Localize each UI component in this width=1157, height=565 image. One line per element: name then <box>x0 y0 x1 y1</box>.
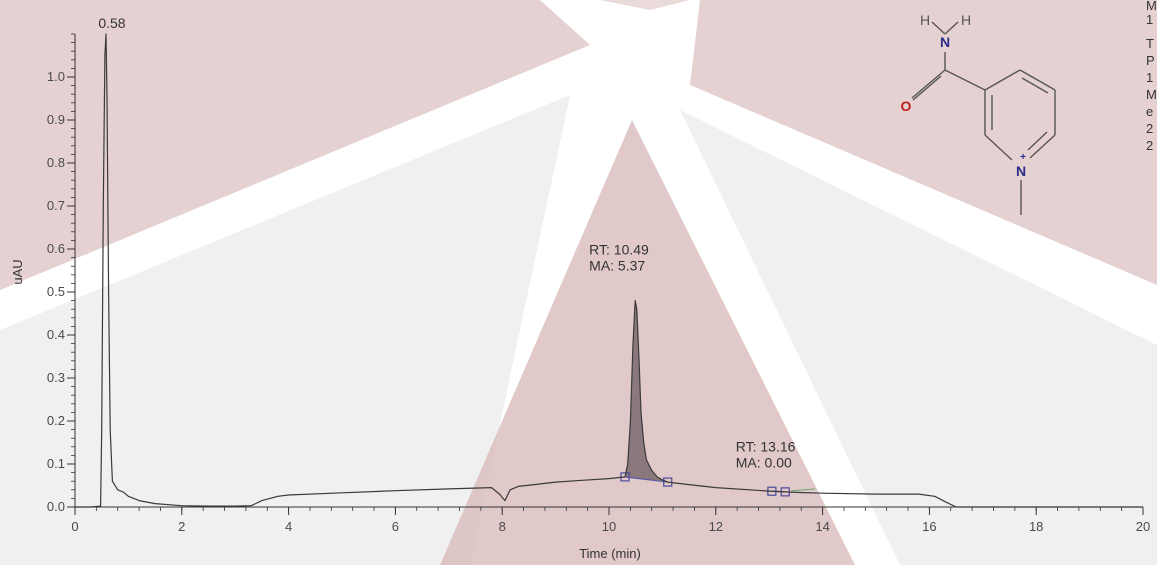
x-axis-title: Time (min) <box>579 546 641 561</box>
watermark-ray-right <box>680 110 1157 565</box>
peak-annotation-line: RT: 10.49 <box>589 242 649 258</box>
watermark-ray-bottom-center <box>440 120 855 565</box>
watermark-ray-top-center <box>600 0 690 10</box>
plot-area <box>75 33 1143 508</box>
peak-annotation-line: MA: 5.37 <box>589 258 645 274</box>
side-text-line: M <box>1146 0 1157 13</box>
hydrogen-left-label: H <box>920 12 930 28</box>
y-tick-label: 0.0 <box>47 499 65 514</box>
side-text-line: P <box>1146 53 1155 68</box>
watermark-ray-top-right <box>690 0 1157 285</box>
side-text-line: 2 <box>1146 121 1153 136</box>
watermark-ray-top-left <box>0 0 590 290</box>
amide-nitrogen-label: N <box>940 34 950 50</box>
y-axis-title: uAU <box>10 259 25 284</box>
y-tick-label: 0.2 <box>47 413 65 428</box>
x-tick-label: 0 <box>71 519 78 534</box>
x-tick-label: 10 <box>602 519 616 534</box>
x-tick-label: 4 <box>285 519 292 534</box>
x-tick-label: 2 <box>178 519 185 534</box>
molecule-structure: N H H O N + <box>901 12 1056 215</box>
y-tick-label: 0.4 <box>47 327 65 342</box>
side-text-line: 1 <box>1146 70 1153 85</box>
y-tick-label: 0.8 <box>47 155 65 170</box>
side-text-line: 1 <box>1146 12 1153 27</box>
side-text-line: M <box>1146 87 1157 102</box>
x-tick-label: 8 <box>499 519 506 534</box>
axes: 0 2 4 6 8 10 12 14 16 18 200.00.10.20.30.40.50.60.… <box>47 33 1150 534</box>
baseline-tick <box>791 488 816 492</box>
oxygen-label: O <box>901 98 912 114</box>
y-tick-label: 0.9 <box>47 112 65 127</box>
peak-annotation-line: MA: 0.00 <box>736 455 792 471</box>
peak-annotation-line: RT: 13.16 <box>736 439 796 455</box>
ring-charge-label: + <box>1020 152 1026 163</box>
x-tick-label: 6 <box>392 519 399 534</box>
peak-label: 0.58 <box>98 15 125 31</box>
y-tick-label: 0.7 <box>47 198 65 213</box>
side-text-line: e <box>1146 104 1153 119</box>
watermark-ray-left <box>0 95 570 565</box>
side-text-line: T <box>1146 36 1154 51</box>
x-tick-label: 12 <box>709 519 723 534</box>
peak-area-fill <box>625 300 668 483</box>
y-tick-label: 0.1 <box>47 456 65 471</box>
hydrogen-right-label: H <box>961 12 971 28</box>
integration-baseline <box>624 476 668 483</box>
side-text-line: 2 <box>1146 138 1153 153</box>
y-tick-label: 0.5 <box>47 284 65 299</box>
x-tick-label: 20 <box>1136 519 1150 534</box>
y-tick-label: 0.6 <box>47 241 65 256</box>
x-tick-label: 18 <box>1029 519 1043 534</box>
y-tick-label: 0.3 <box>47 370 65 385</box>
chromatogram-trace <box>75 33 1143 508</box>
x-tick-label: 16 <box>922 519 936 534</box>
side-text-block: M 1 T P 1 M e 2 2 <box>1146 0 1157 153</box>
x-tick-label: 14 <box>815 519 829 534</box>
y-tick-label: 1.0 <box>47 69 65 84</box>
ring-nitrogen-label: N <box>1016 163 1026 179</box>
